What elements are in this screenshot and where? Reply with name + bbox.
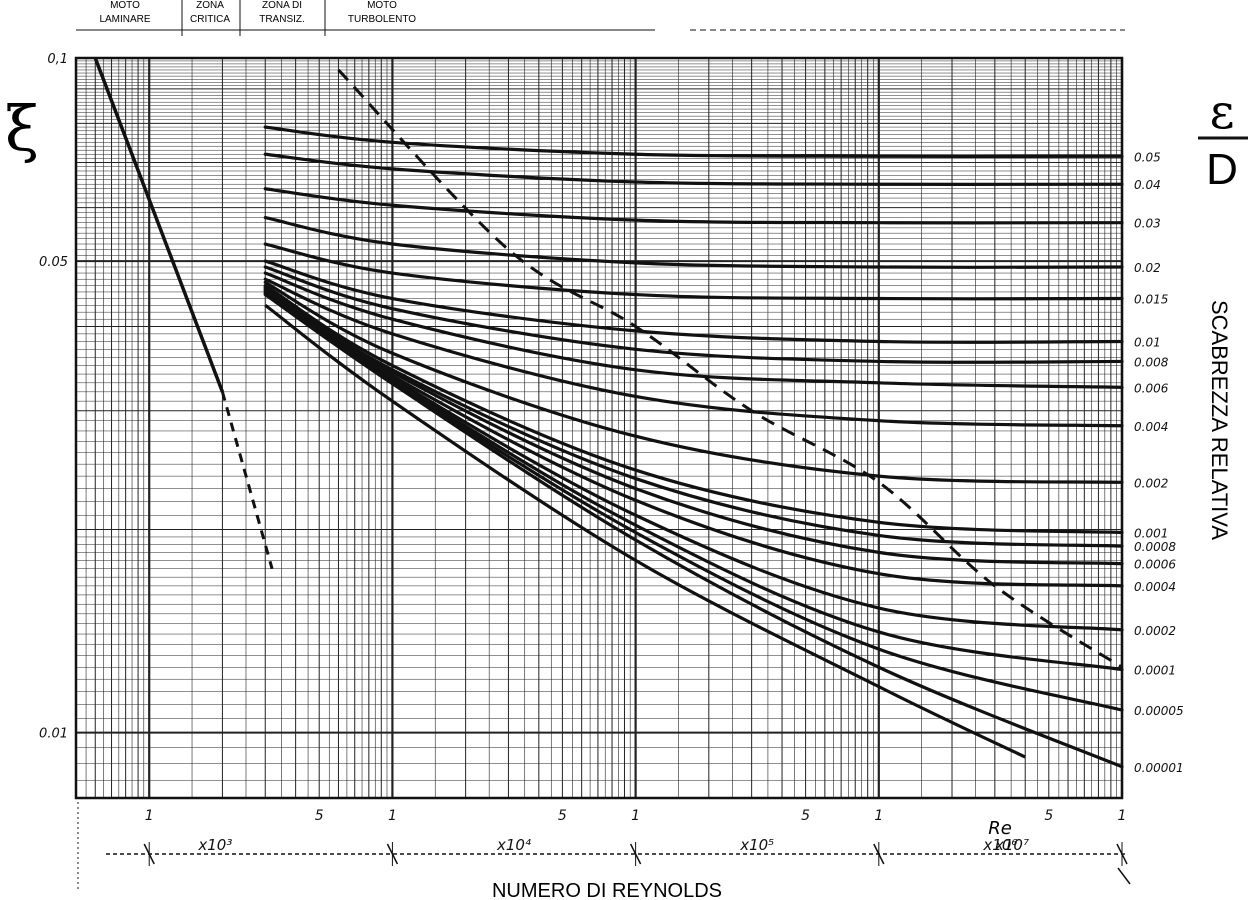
roughness-label-4: 0.015 xyxy=(1134,293,1168,307)
roughness-label-17: 0.00001 xyxy=(1134,761,1184,775)
y-tick-label: 0,1 xyxy=(47,52,68,67)
re-label: Re xyxy=(988,818,1012,839)
plot-border xyxy=(74,56,1124,800)
x-tick-label: 1 xyxy=(388,808,397,824)
roughness-curve-6 xyxy=(263,265,1124,364)
zone-transition-line1: ZONA DI xyxy=(262,0,302,11)
roughness-label-3: 0.02 xyxy=(1134,261,1161,275)
roughness-label-14: 0.0002 xyxy=(1134,624,1176,638)
roughness-label-10: 0.001 xyxy=(1134,526,1168,540)
epsilon-symbol: ε xyxy=(1210,84,1235,140)
roughness-label-5: 0.01 xyxy=(1134,335,1161,349)
roughness-curve-17 xyxy=(263,292,1124,769)
zone-laminar-line1: MOTO xyxy=(110,0,140,11)
roughness-label-15: 0.0001 xyxy=(1134,664,1176,678)
plot-grid xyxy=(75,57,1124,799)
roughness-curve-8 xyxy=(263,277,1124,428)
roughness-label-0: 0.05 xyxy=(1134,150,1161,164)
x-tick-label: 5 xyxy=(801,808,810,824)
decade-label-3: x10⁶ xyxy=(982,836,1017,854)
roughness-label-12: 0.0006 xyxy=(1134,558,1176,572)
x-tick-label: 1 xyxy=(1118,808,1127,824)
zone-turbulent-line1: MOTO xyxy=(367,0,397,11)
smooth-pipe-curve xyxy=(264,303,1026,759)
zone-turbulent-line2: TURBOLENTO xyxy=(348,14,416,25)
roughness-label-1: 0.04 xyxy=(1134,178,1161,192)
laminar-line xyxy=(93,57,225,393)
roughness-label-2: 0.03 xyxy=(1134,217,1161,231)
x-axis-title: NUMERO DI REYNOLDS xyxy=(492,880,722,900)
plot-frame xyxy=(74,56,1124,800)
roughness-label-6: 0.008 xyxy=(1134,355,1169,369)
y-axis-symbol: ξ xyxy=(5,92,39,165)
special-lines xyxy=(93,57,1123,669)
relative-roughness-symbol: ε D xyxy=(1198,84,1248,194)
decade-label-4: x10⁷ xyxy=(994,836,1029,854)
roughness-label-11: 0.0008 xyxy=(1134,540,1176,554)
y-tick-label: 0.05 xyxy=(39,255,68,270)
roughness-curve-10 xyxy=(263,283,1124,535)
x-tick-label: 1 xyxy=(874,808,883,824)
roughness-label-9: 0.002 xyxy=(1134,476,1168,490)
decade-label-2: x10⁵ xyxy=(739,836,774,854)
y-tick-label: 0.01 xyxy=(39,727,68,742)
x-tick-label: 5 xyxy=(315,808,324,824)
x-tick-label: 1 xyxy=(631,808,640,824)
d-symbol: D xyxy=(1206,145,1238,194)
decade-label-0: x10³ xyxy=(197,836,232,854)
roughness-label-7: 0.006 xyxy=(1134,381,1169,395)
roughness-curve-1 xyxy=(263,152,1124,186)
x-tick-label: 5 xyxy=(558,808,567,824)
zone-header: MOTO LAMINARE ZONA CRITICA ZONA DI TRANS… xyxy=(76,0,1125,36)
roughness-curves xyxy=(263,125,1124,769)
roughness-curve-4 xyxy=(263,242,1124,301)
right-axis-label: SCABREZZA RELATIVA xyxy=(1207,300,1232,540)
roughness-curve-5 xyxy=(263,259,1124,344)
roughness-labels: 0.05 0.04 0.03 0.02 0.015 0.01 0.008 0.006 0.004… xyxy=(1134,150,1184,774)
zone-transition-line2: TRANSIZ. xyxy=(259,14,305,25)
decade-bracket-end xyxy=(1117,867,1131,885)
roughness-curve-3 xyxy=(263,215,1124,269)
y-tick-labels: 0,1 0.05 0.01 xyxy=(39,52,68,742)
zone-critical-line2: CRITICA xyxy=(190,14,230,25)
roughness-curve-0 xyxy=(263,125,1124,159)
roughness-curve-7 xyxy=(263,271,1124,389)
decade-label-1: x10⁴ xyxy=(496,836,531,854)
x-tick-label: 1 xyxy=(145,808,154,824)
roughness-curve-12 xyxy=(263,286,1124,566)
roughness-curve-11 xyxy=(263,285,1124,548)
roughness-curve-9 xyxy=(263,280,1124,484)
zone-critical-line1: ZONA xyxy=(196,0,224,11)
roughness-label-16: 0.00005 xyxy=(1134,704,1184,718)
complete-turbulence-boundary xyxy=(337,68,1123,669)
critical-dashed-line xyxy=(220,391,274,570)
roughness-label-13: 0.0004 xyxy=(1134,580,1176,594)
roughness-curve-2 xyxy=(263,187,1124,225)
x-tick-label: 5 xyxy=(1044,808,1053,824)
zone-laminar-line2: LAMINARE xyxy=(99,14,150,25)
roughness-label-8: 0.004 xyxy=(1134,420,1168,434)
